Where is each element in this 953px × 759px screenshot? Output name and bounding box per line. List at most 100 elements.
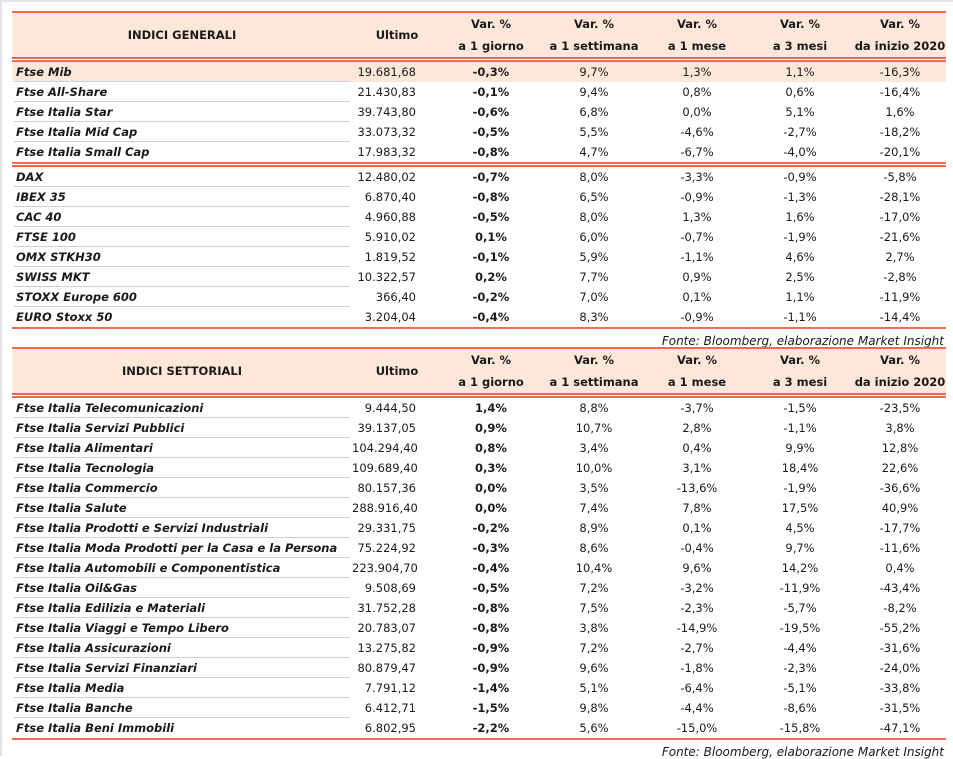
index-name: Ftse Italia Salute bbox=[16, 501, 127, 515]
change-value: 8,8% bbox=[579, 401, 609, 415]
row-separator bbox=[14, 717, 350, 718]
table-row: OMX STKH30 1.819,52 -0,1% 5,9% -1,1% 4,6% 2,7% bbox=[12, 247, 946, 267]
header-line2: a 3 mesi bbox=[772, 375, 828, 389]
change-value: 3,5% bbox=[579, 481, 609, 495]
change-value: 14,2% bbox=[781, 561, 819, 575]
last-value: 33.073,32 bbox=[357, 125, 416, 139]
divider bbox=[12, 162, 946, 167]
change-value: -55,2% bbox=[879, 621, 921, 635]
last-value: 21.430,83 bbox=[357, 85, 416, 99]
row-separator bbox=[14, 417, 350, 418]
row-separator bbox=[14, 266, 350, 267]
change-value: 3,4% bbox=[579, 441, 609, 455]
last-value: 5.910,02 bbox=[364, 230, 416, 244]
last-value: 31.752,28 bbox=[357, 601, 416, 615]
index-name: Ftse Italia Tecnologia bbox=[16, 461, 155, 475]
change-value: 3,1% bbox=[682, 461, 712, 475]
header-line1: Var. % bbox=[677, 353, 717, 367]
change-value: -1,1% bbox=[783, 421, 817, 435]
change-value: 8,9% bbox=[579, 521, 609, 535]
index-name: Ftse Italia Star bbox=[16, 105, 113, 119]
table-row: Ftse Italia Commercio 80.157,36 0,0% 3,5% -1… bbox=[12, 478, 946, 498]
change-value: -0,7% bbox=[680, 230, 714, 244]
header-col: Var. % a 1 mese bbox=[648, 349, 746, 393]
change-value: -14,4% bbox=[879, 310, 921, 324]
change-value: 9,4% bbox=[579, 85, 609, 99]
header-line1: Var. % bbox=[574, 17, 614, 31]
last-value: 17.983,32 bbox=[357, 145, 416, 159]
change-value: 5,6% bbox=[579, 721, 609, 735]
change-value: 9,9% bbox=[785, 441, 815, 455]
header-ultimo: Ultimo bbox=[375, 28, 419, 42]
change-value: 8,0% bbox=[579, 170, 609, 184]
index-name: Ftse All-Share bbox=[16, 85, 108, 99]
change-value: 2,7% bbox=[885, 250, 915, 264]
change-value: -15,8% bbox=[779, 721, 821, 735]
change-value: -0,3% bbox=[472, 65, 510, 79]
row-separator bbox=[14, 286, 350, 287]
source-note: Fonte: Bloomberg, elaborazione Market In… bbox=[661, 334, 944, 348]
table-row: Ftse Italia Prodotti e Servizi Industria… bbox=[12, 518, 946, 538]
index-name: EURO Stoxx 50 bbox=[16, 310, 113, 324]
change-value: -0,4% bbox=[472, 561, 510, 575]
header-line2: a 1 mese bbox=[667, 39, 727, 53]
last-value: 80.879,47 bbox=[357, 661, 416, 675]
change-value: 3,8% bbox=[579, 621, 609, 635]
header-line2: a 1 settimana bbox=[549, 375, 639, 389]
table-row: Ftse Italia Beni Immobili 6.802,95 -2,2% 5,… bbox=[12, 718, 946, 738]
row-separator bbox=[14, 617, 350, 618]
change-value: 0,0% bbox=[682, 105, 712, 119]
change-value: 10,0% bbox=[575, 461, 613, 475]
index-name: Ftse Italia Small Cap bbox=[16, 145, 150, 159]
table-row: Ftse All-Share 21.430,83 -0,1% 9,4% 0,8% 0,6%… bbox=[12, 82, 946, 102]
index-name: Ftse Italia Servizi Pubblici bbox=[16, 421, 185, 435]
change-value: -4,6% bbox=[680, 125, 714, 139]
change-value: 7,5% bbox=[579, 601, 609, 615]
header-col: Var. % da inizio 2020 bbox=[854, 13, 946, 57]
table-row: Ftse Italia Salute 288.916,40 0,0% 7,4% 7,8%… bbox=[12, 498, 946, 518]
header-line1: Var. % bbox=[880, 17, 920, 31]
change-value: 0,1% bbox=[682, 290, 712, 304]
table-row: Ftse Italia Telecomunicazioni 9.444,50 1,4… bbox=[12, 398, 946, 418]
table-row: Ftse Italia Banche 6.412,71 -1,5% 9,8% -4,4%… bbox=[12, 698, 946, 718]
change-value: 0,9% bbox=[682, 270, 712, 284]
change-value: -0,1% bbox=[472, 250, 510, 264]
change-value: -4,0% bbox=[783, 145, 817, 159]
change-value: 0,4% bbox=[682, 441, 712, 455]
change-value: 0,0% bbox=[475, 501, 507, 515]
change-value: 0,1% bbox=[475, 230, 507, 244]
row-separator bbox=[14, 597, 350, 598]
change-value: 7,0% bbox=[579, 290, 609, 304]
change-value: 18,4% bbox=[781, 461, 819, 475]
header-line2: a 3 mesi bbox=[772, 39, 828, 53]
last-value: 19.681,68 bbox=[357, 65, 416, 79]
change-value: 9,6% bbox=[682, 561, 712, 575]
header-line2: a 1 giorno bbox=[458, 375, 524, 389]
index-name: Ftse Italia Banche bbox=[16, 701, 133, 715]
change-value: -16,4% bbox=[879, 85, 921, 99]
change-value: -0,4% bbox=[680, 541, 714, 555]
change-value: 8,6% bbox=[579, 541, 609, 555]
last-value: 9.444,50 bbox=[364, 401, 416, 415]
change-value: -0,1% bbox=[472, 85, 510, 99]
header-col: Var. % a 3 mesi bbox=[746, 13, 854, 57]
change-value: 5,1% bbox=[579, 681, 609, 695]
change-value: -0,8% bbox=[472, 601, 510, 615]
table-row: SWISS MKT 10.322,57 0,2% 7,7% 0,9% 2,5% -2,8% bbox=[12, 267, 946, 287]
header-line2: a 1 settimana bbox=[549, 39, 639, 53]
row-separator bbox=[14, 577, 350, 578]
index-name: Ftse Italia Assicurazioni bbox=[16, 641, 171, 655]
change-value: 5,9% bbox=[579, 250, 609, 264]
last-value: 12.480,02 bbox=[357, 170, 416, 184]
last-value: 4.960,88 bbox=[364, 210, 416, 224]
change-value: 7,4% bbox=[579, 501, 609, 515]
last-value: 10.322,57 bbox=[357, 270, 416, 284]
divider bbox=[12, 57, 946, 62]
change-value: 10,7% bbox=[575, 421, 613, 435]
row-separator bbox=[14, 306, 350, 307]
table-row: IBEX 35 6.870,40 -0,8% 6,5% -0,9% -1,3% -28,1% bbox=[12, 187, 946, 207]
change-value: 5,1% bbox=[785, 105, 815, 119]
change-value: -11,6% bbox=[879, 541, 921, 555]
last-value: 39.743,80 bbox=[357, 105, 416, 119]
row-separator bbox=[14, 246, 350, 247]
